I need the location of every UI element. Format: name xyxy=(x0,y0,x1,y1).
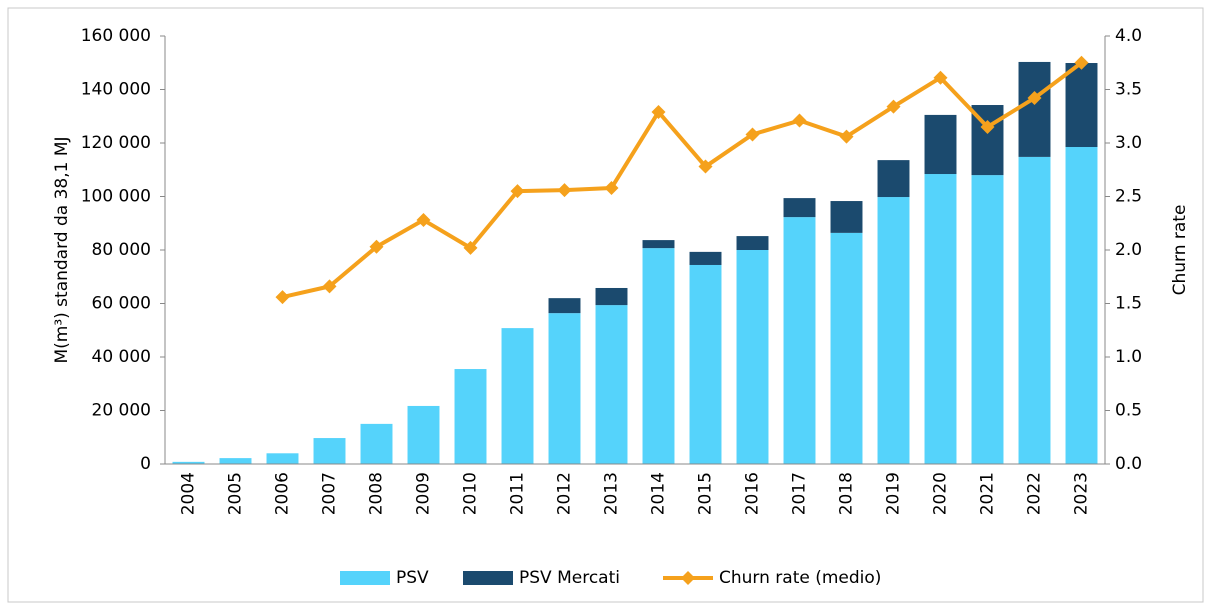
marker xyxy=(369,239,384,254)
x-tick-label: 2006 xyxy=(273,472,293,515)
x-tick-label: 2015 xyxy=(696,472,716,515)
x-tick-label: 2023 xyxy=(1072,472,1092,515)
line xyxy=(282,61,1083,300)
bar xyxy=(360,423,393,464)
legend-swatch xyxy=(340,571,390,585)
y2-tick-label: 4.0 xyxy=(1115,26,1142,46)
x-tick-label: 2012 xyxy=(555,472,575,515)
marker xyxy=(275,290,290,305)
marker xyxy=(933,70,948,85)
legend-swatch xyxy=(463,571,513,585)
bar xyxy=(501,328,534,464)
y-tick-label: 80 000 xyxy=(92,240,151,260)
bar xyxy=(1018,156,1051,464)
y-tick-label: 60 000 xyxy=(92,294,151,314)
marker xyxy=(886,99,901,114)
y2-axis-title: Churn rate xyxy=(1170,205,1190,296)
x-tick-label: 2014 xyxy=(649,472,669,515)
marker xyxy=(792,113,807,128)
bar xyxy=(454,369,487,464)
bar xyxy=(783,198,816,218)
bar xyxy=(1065,63,1098,148)
x-tick-label: 2010 xyxy=(461,472,481,515)
marker xyxy=(557,183,572,198)
marker xyxy=(463,240,478,255)
bar xyxy=(642,248,675,464)
x-tick-label: 2013 xyxy=(602,472,622,515)
marker xyxy=(980,119,995,134)
x-tick-label: 2019 xyxy=(884,472,904,515)
legend-swatch xyxy=(681,571,695,585)
y-tick-label: 140 000 xyxy=(81,80,151,100)
y2-tick-label: 2.5 xyxy=(1115,187,1142,207)
marker xyxy=(604,180,619,195)
x-tick-label: 2018 xyxy=(837,472,857,515)
legend-label: PSV xyxy=(396,568,429,588)
y2-tick-label: 0.5 xyxy=(1115,401,1142,421)
bar xyxy=(407,405,440,464)
marker xyxy=(1027,91,1042,106)
marker xyxy=(416,213,431,228)
y-tick-label: 40 000 xyxy=(92,347,151,367)
y-axis-title: M(m³) standard da 38,1 MJ xyxy=(52,136,72,363)
y2-tick-label: 1.5 xyxy=(1115,294,1142,314)
bar xyxy=(689,251,722,265)
x-tick-label: 2008 xyxy=(367,472,387,515)
y2-tick-label: 1.0 xyxy=(1115,347,1142,367)
bar xyxy=(783,217,816,464)
marker xyxy=(510,184,525,199)
bar xyxy=(1018,61,1051,157)
bar xyxy=(219,458,252,464)
x-tick-label: 2022 xyxy=(1025,472,1045,515)
bar xyxy=(313,438,346,464)
bar xyxy=(924,114,957,175)
frame xyxy=(7,7,1204,603)
y2-tick-label: 3.5 xyxy=(1115,80,1142,100)
bar xyxy=(877,197,910,464)
bar xyxy=(642,240,675,249)
y2-tick-label: 2.0 xyxy=(1115,240,1142,260)
y-tick-label: 120 000 xyxy=(81,133,151,153)
x-tick-label: 2009 xyxy=(414,472,434,515)
x-tick-label: 2005 xyxy=(226,472,246,515)
x-tick-label: 2016 xyxy=(743,472,763,515)
y-tick-label: 100 000 xyxy=(81,187,151,207)
bar xyxy=(266,453,299,464)
y2-tick-label: 3.0 xyxy=(1115,133,1142,153)
bar xyxy=(548,298,581,314)
marker xyxy=(322,279,337,294)
bar xyxy=(971,175,1004,464)
bar xyxy=(736,250,769,464)
bar xyxy=(689,264,722,464)
bar xyxy=(877,160,910,198)
x-tick-label: 2004 xyxy=(179,472,199,515)
y-tick-label: 0 xyxy=(140,454,151,474)
x-tick-label: 2020 xyxy=(931,472,951,515)
marker xyxy=(651,104,666,119)
bar xyxy=(172,461,205,464)
x-tick-label: 2007 xyxy=(320,472,340,515)
y-tick-label: 20 000 xyxy=(92,401,151,421)
x-tick-label: 2021 xyxy=(978,472,998,515)
bar xyxy=(736,236,769,250)
x-tick-label: 2017 xyxy=(790,472,810,515)
marker xyxy=(698,159,713,174)
legend-label: Churn rate (medio) xyxy=(719,568,881,588)
marker xyxy=(1074,55,1089,70)
bar xyxy=(548,313,581,464)
y2-tick-label: 0.0 xyxy=(1115,454,1142,474)
marker xyxy=(745,127,760,142)
bar xyxy=(595,305,628,464)
legend-label: PSV Mercati xyxy=(519,568,620,588)
bar xyxy=(830,232,863,464)
marker xyxy=(839,129,854,144)
y-tick-label: 160 000 xyxy=(81,26,151,46)
bar xyxy=(595,287,628,306)
x-tick-label: 2011 xyxy=(508,472,528,515)
bar xyxy=(1065,147,1098,464)
bar xyxy=(924,174,957,464)
bar xyxy=(830,201,863,233)
